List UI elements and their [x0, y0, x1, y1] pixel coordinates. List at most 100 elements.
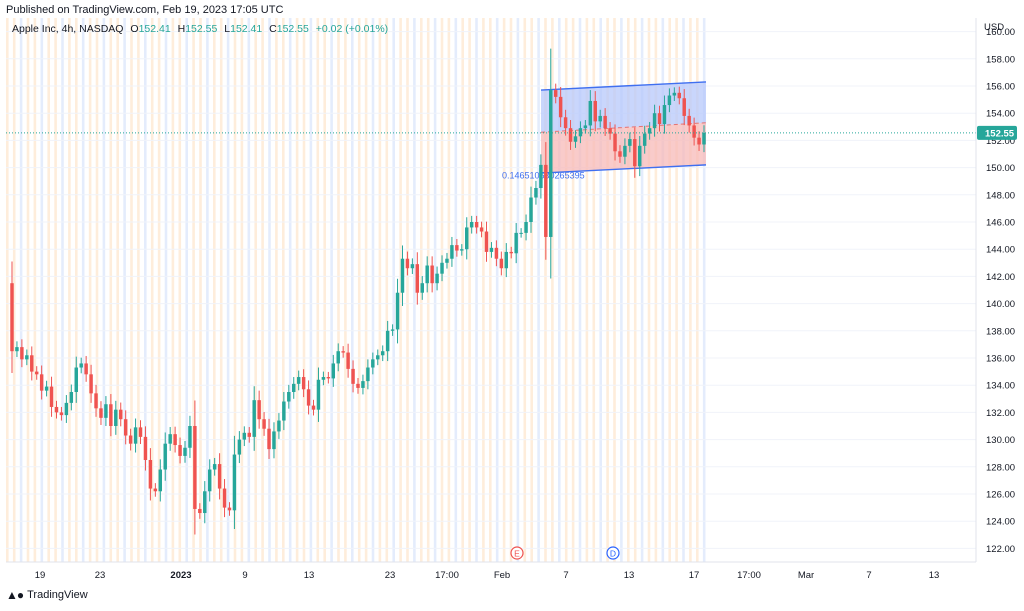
- session-band: [240, 18, 244, 562]
- candle-body: [133, 427, 138, 444]
- candle-body: [292, 383, 296, 392]
- close-value: 152.55: [276, 23, 309, 35]
- candle-body: [163, 443, 167, 470]
- session-band: [164, 18, 168, 562]
- session-band: [426, 18, 430, 562]
- candle-body: [613, 133, 617, 152]
- x-tick-label: 7: [866, 570, 871, 581]
- session-band: [157, 18, 161, 562]
- candle-body: [534, 188, 538, 198]
- candle-body: [15, 347, 19, 352]
- session-band: [6, 18, 9, 562]
- candle-body: [638, 145, 642, 167]
- candle-body: [173, 434, 177, 446]
- candle-body: [623, 145, 627, 157]
- session-band: [440, 18, 444, 562]
- y-tick-label: 148.00: [986, 190, 1015, 201]
- session-band: [537, 18, 540, 562]
- y-tick-label: 152.00: [986, 136, 1015, 147]
- session-band: [288, 18, 292, 562]
- candle-body: [242, 432, 247, 440]
- candle-body: [440, 262, 444, 274]
- session-band: [454, 18, 458, 562]
- session-band: [137, 18, 140, 562]
- candle-body: [326, 377, 331, 379]
- session-band: [578, 18, 582, 562]
- candle-body: [652, 113, 657, 129]
- candle-body: [39, 374, 44, 391]
- session-band: [295, 18, 299, 562]
- candle-body: [232, 454, 237, 511]
- session-band: [323, 18, 326, 562]
- candle-body: [252, 400, 256, 437]
- low-value: 152.41: [230, 23, 263, 35]
- footer-brand[interactable]: ▲● TradingView: [6, 588, 88, 602]
- session-band: [226, 18, 230, 562]
- candle-body: [351, 368, 355, 384]
- session-band: [254, 18, 257, 562]
- candle-body: [558, 96, 563, 118]
- session-band: [337, 18, 340, 562]
- open-value: 152.41: [138, 23, 171, 35]
- candle-body: [128, 435, 133, 444]
- candle-body: [553, 90, 558, 97]
- session-band: [282, 18, 285, 562]
- session-band: [654, 18, 658, 562]
- open-key: O: [130, 23, 139, 35]
- x-tick-label: 17:00: [435, 570, 459, 581]
- candle-body: [153, 488, 158, 492]
- candle-body: [282, 401, 286, 421]
- candle-body: [25, 355, 29, 360]
- session-band: [213, 18, 216, 562]
- published-info: Published on TradingView.com, Feb 19, 20…: [6, 4, 284, 16]
- candle-body: [306, 389, 311, 406]
- x-tick-label: 17:00: [737, 570, 761, 581]
- session-band: [509, 18, 513, 562]
- session-band: [344, 18, 347, 562]
- session-band: [564, 18, 568, 562]
- candle-body: [10, 283, 14, 352]
- brand-name: TradingView: [27, 589, 88, 601]
- session-band: [689, 18, 692, 562]
- candle-body: [89, 374, 93, 394]
- session-band: [150, 18, 154, 562]
- candle-body: [593, 100, 597, 122]
- candle-body: [54, 406, 59, 413]
- event-marker-icon: [510, 546, 524, 560]
- candle-body: [662, 105, 667, 125]
- y-tick-label: 130.00: [986, 435, 1015, 446]
- session-band: [627, 18, 630, 562]
- candle-body: [539, 164, 543, 188]
- candle-body: [138, 427, 143, 437]
- session-band: [675, 18, 678, 562]
- candle-body: [222, 488, 227, 508]
- session-band: [40, 18, 44, 562]
- session-band: [95, 18, 99, 562]
- candle-body: [642, 133, 647, 146]
- candle-body: [321, 377, 326, 380]
- session-band: [19, 18, 23, 562]
- session-band: [613, 18, 616, 562]
- candle-body: [20, 347, 24, 360]
- y-tick-label: 128.00: [986, 462, 1015, 473]
- candle-body: [608, 128, 612, 134]
- candle-body: [380, 351, 385, 356]
- candle-body: [647, 128, 652, 134]
- candle-body: [390, 329, 395, 331]
- session-band: [378, 18, 382, 562]
- session-band: [68, 18, 71, 562]
- candle-body: [410, 264, 415, 269]
- tradingview-logo-icon: ▲●: [6, 588, 24, 602]
- candle-body: [361, 381, 365, 388]
- candle-body: [549, 90, 553, 237]
- session-band: [551, 18, 554, 562]
- session-band: [702, 18, 706, 562]
- x-tick-label: 2023: [170, 570, 191, 581]
- y-tick-label: 132.00: [986, 408, 1015, 419]
- session-band: [302, 18, 306, 562]
- high-key: H: [177, 23, 186, 35]
- session-band: [247, 18, 251, 562]
- candle-body: [509, 251, 513, 254]
